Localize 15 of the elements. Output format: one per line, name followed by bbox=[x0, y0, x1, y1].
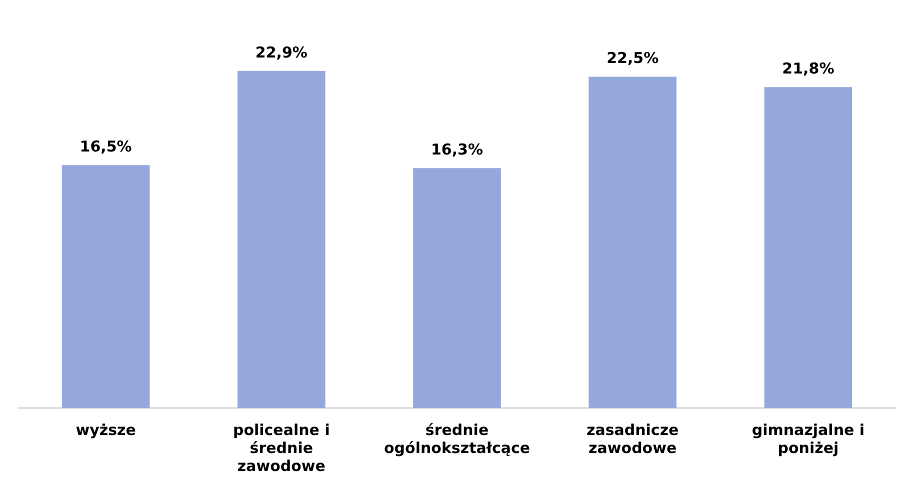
x-tick-label: wyższe bbox=[76, 420, 136, 439]
bar bbox=[62, 165, 150, 408]
x-tick-label: gimnazjalne i poniżej bbox=[752, 420, 865, 457]
bar bbox=[588, 76, 676, 408]
data-label: 16,3% bbox=[430, 140, 484, 158]
x-tick-label: średnie ogólnokształcące bbox=[384, 420, 530, 457]
x-tick-label: policealne i średnie zawodowe bbox=[232, 420, 330, 475]
data-label: 21,8% bbox=[782, 59, 834, 78]
data-label: 22,9% bbox=[255, 43, 308, 62]
bar bbox=[413, 168, 501, 408]
x-tick-label: zasadnicze zawodowe bbox=[586, 420, 679, 457]
bar bbox=[764, 87, 852, 408]
data-label: 22,5% bbox=[606, 49, 659, 68]
bar bbox=[238, 70, 326, 408]
data-label: 16,5% bbox=[80, 138, 132, 156]
